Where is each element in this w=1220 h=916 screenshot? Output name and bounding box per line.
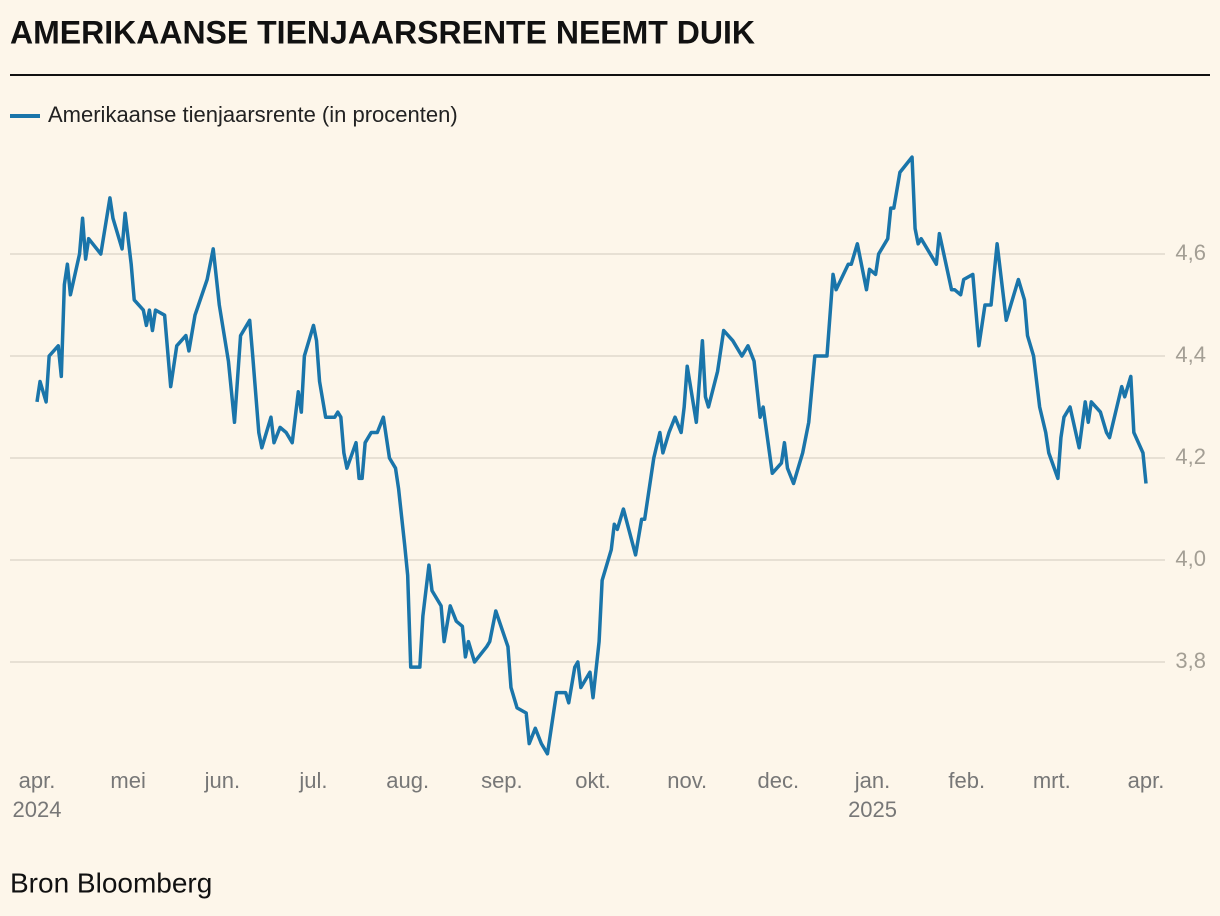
source: Bron Bloomberg (10, 867, 212, 898)
x-tick-label: nov. (667, 768, 707, 793)
y-tick-label: 4,4 (1175, 342, 1206, 367)
x-tick-label: mrt. (1033, 768, 1071, 793)
year-label: 2024 (13, 797, 62, 822)
x-tick-label: aug. (386, 768, 429, 793)
x-tick-label: dec. (758, 768, 800, 793)
y-tick-label: 4,0 (1175, 546, 1206, 571)
year-label: 2025 (848, 797, 897, 822)
x-tick-label: jul. (298, 768, 327, 793)
legend-label: Amerikaanse tienjaarsrente (in procenten… (48, 102, 458, 127)
x-tick-label: jun. (204, 768, 240, 793)
x-tick-label: feb. (948, 768, 985, 793)
x-tick-label: apr. (1128, 768, 1165, 793)
x-tick-label: sep. (481, 768, 523, 793)
chart-title: AMERIKAANSE TIENJAARSRENTE NEEMT DUIK (10, 14, 755, 50)
x-tick-label: okt. (575, 768, 610, 793)
x-tick-label: apr. (19, 768, 56, 793)
y-tick-label: 3,8 (1175, 648, 1206, 673)
line-series (35, 155, 1148, 756)
x-tick-label: mei (110, 768, 145, 793)
y-tick-label: 4,6 (1175, 240, 1206, 265)
x-tick-label: jan. (854, 768, 890, 793)
y-tick-label: 4,2 (1175, 444, 1206, 469)
